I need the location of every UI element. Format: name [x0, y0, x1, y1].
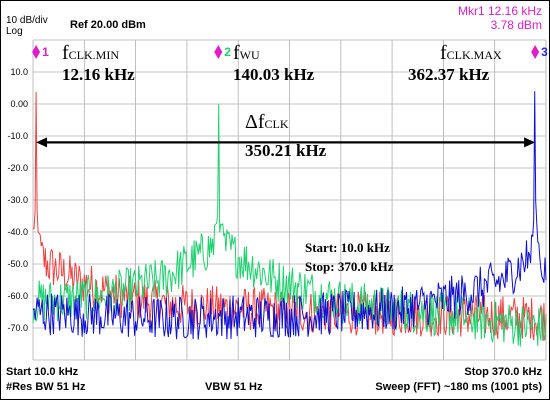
trace-3 — [32, 91, 547, 340]
sweep-info: Sweep (FFT) ~180 ms (1001 pts) — [375, 381, 542, 393]
fwu-label: fWU — [233, 42, 260, 64]
y-tick-labels: 10.0 0.00 -10.0 -20.0 -30.0 -40.0 -50.0 -60.0 -7… — [7, 67, 28, 333]
marker-2-number: 2 — [224, 45, 231, 59]
vbw: VBW 51 Hz — [205, 381, 263, 393]
stop-frequency: Stop 370.0 kHz — [464, 366, 542, 378]
y-tick-label: 10.0 — [10, 67, 28, 77]
scale-label: 10 dB/div — [6, 15, 48, 26]
y-tick-label: -50.0 — [7, 259, 28, 269]
fclk-min-value: 12.16 kHz — [62, 65, 135, 84]
res-bw: #Res BW 51 Hz — [6, 381, 86, 393]
marker-frequency: Mkr1 12.16 kHz — [457, 4, 542, 18]
start-frequency: Start 10.0 kHz — [6, 366, 79, 378]
y-tick-label: -60.0 — [7, 291, 28, 301]
y-tick-label: 0.00 — [10, 99, 28, 109]
y-tick-label: -40.0 — [7, 227, 28, 237]
delta-arrow-head-left — [36, 137, 48, 148]
delta-arrow-head-right — [524, 137, 536, 148]
markers: 1 2 3 — [32, 45, 548, 59]
y-tick-label: -30.0 — [7, 195, 28, 205]
y-tick-label: -70.0 — [7, 323, 28, 333]
marker-1-number: 1 — [42, 45, 49, 59]
spectrum-traces — [32, 91, 547, 347]
y-tick-label: -10.0 — [7, 131, 28, 141]
stop-note: Stop: 370.0 kHz — [305, 259, 394, 274]
delta-fclk-label: ΔfCLK — [245, 111, 289, 133]
fwu-value: 140.03 kHz — [233, 65, 315, 84]
delta-fclk-value: 350.21 kHz — [245, 141, 327, 160]
fclk-max-label: fCLK.MAX — [440, 42, 502, 64]
marker-level: 3.78 dBm — [490, 18, 542, 32]
marker-2-diamond — [214, 45, 223, 59]
fclk-min-label: fCLK.MIN — [62, 42, 119, 64]
marker-1-diamond — [32, 45, 41, 59]
y-tick-label: -20.0 — [7, 163, 28, 173]
ref-level-label: Ref 20.00 dBm — [70, 19, 146, 31]
log-mode-label: Log — [6, 26, 23, 37]
fclk-max-value: 362.37 kHz — [408, 65, 490, 84]
start-note: Start: 10.0 kHz — [305, 240, 390, 255]
marker-3-diamond — [531, 45, 540, 59]
marker-3-number: 3 — [541, 45, 548, 59]
